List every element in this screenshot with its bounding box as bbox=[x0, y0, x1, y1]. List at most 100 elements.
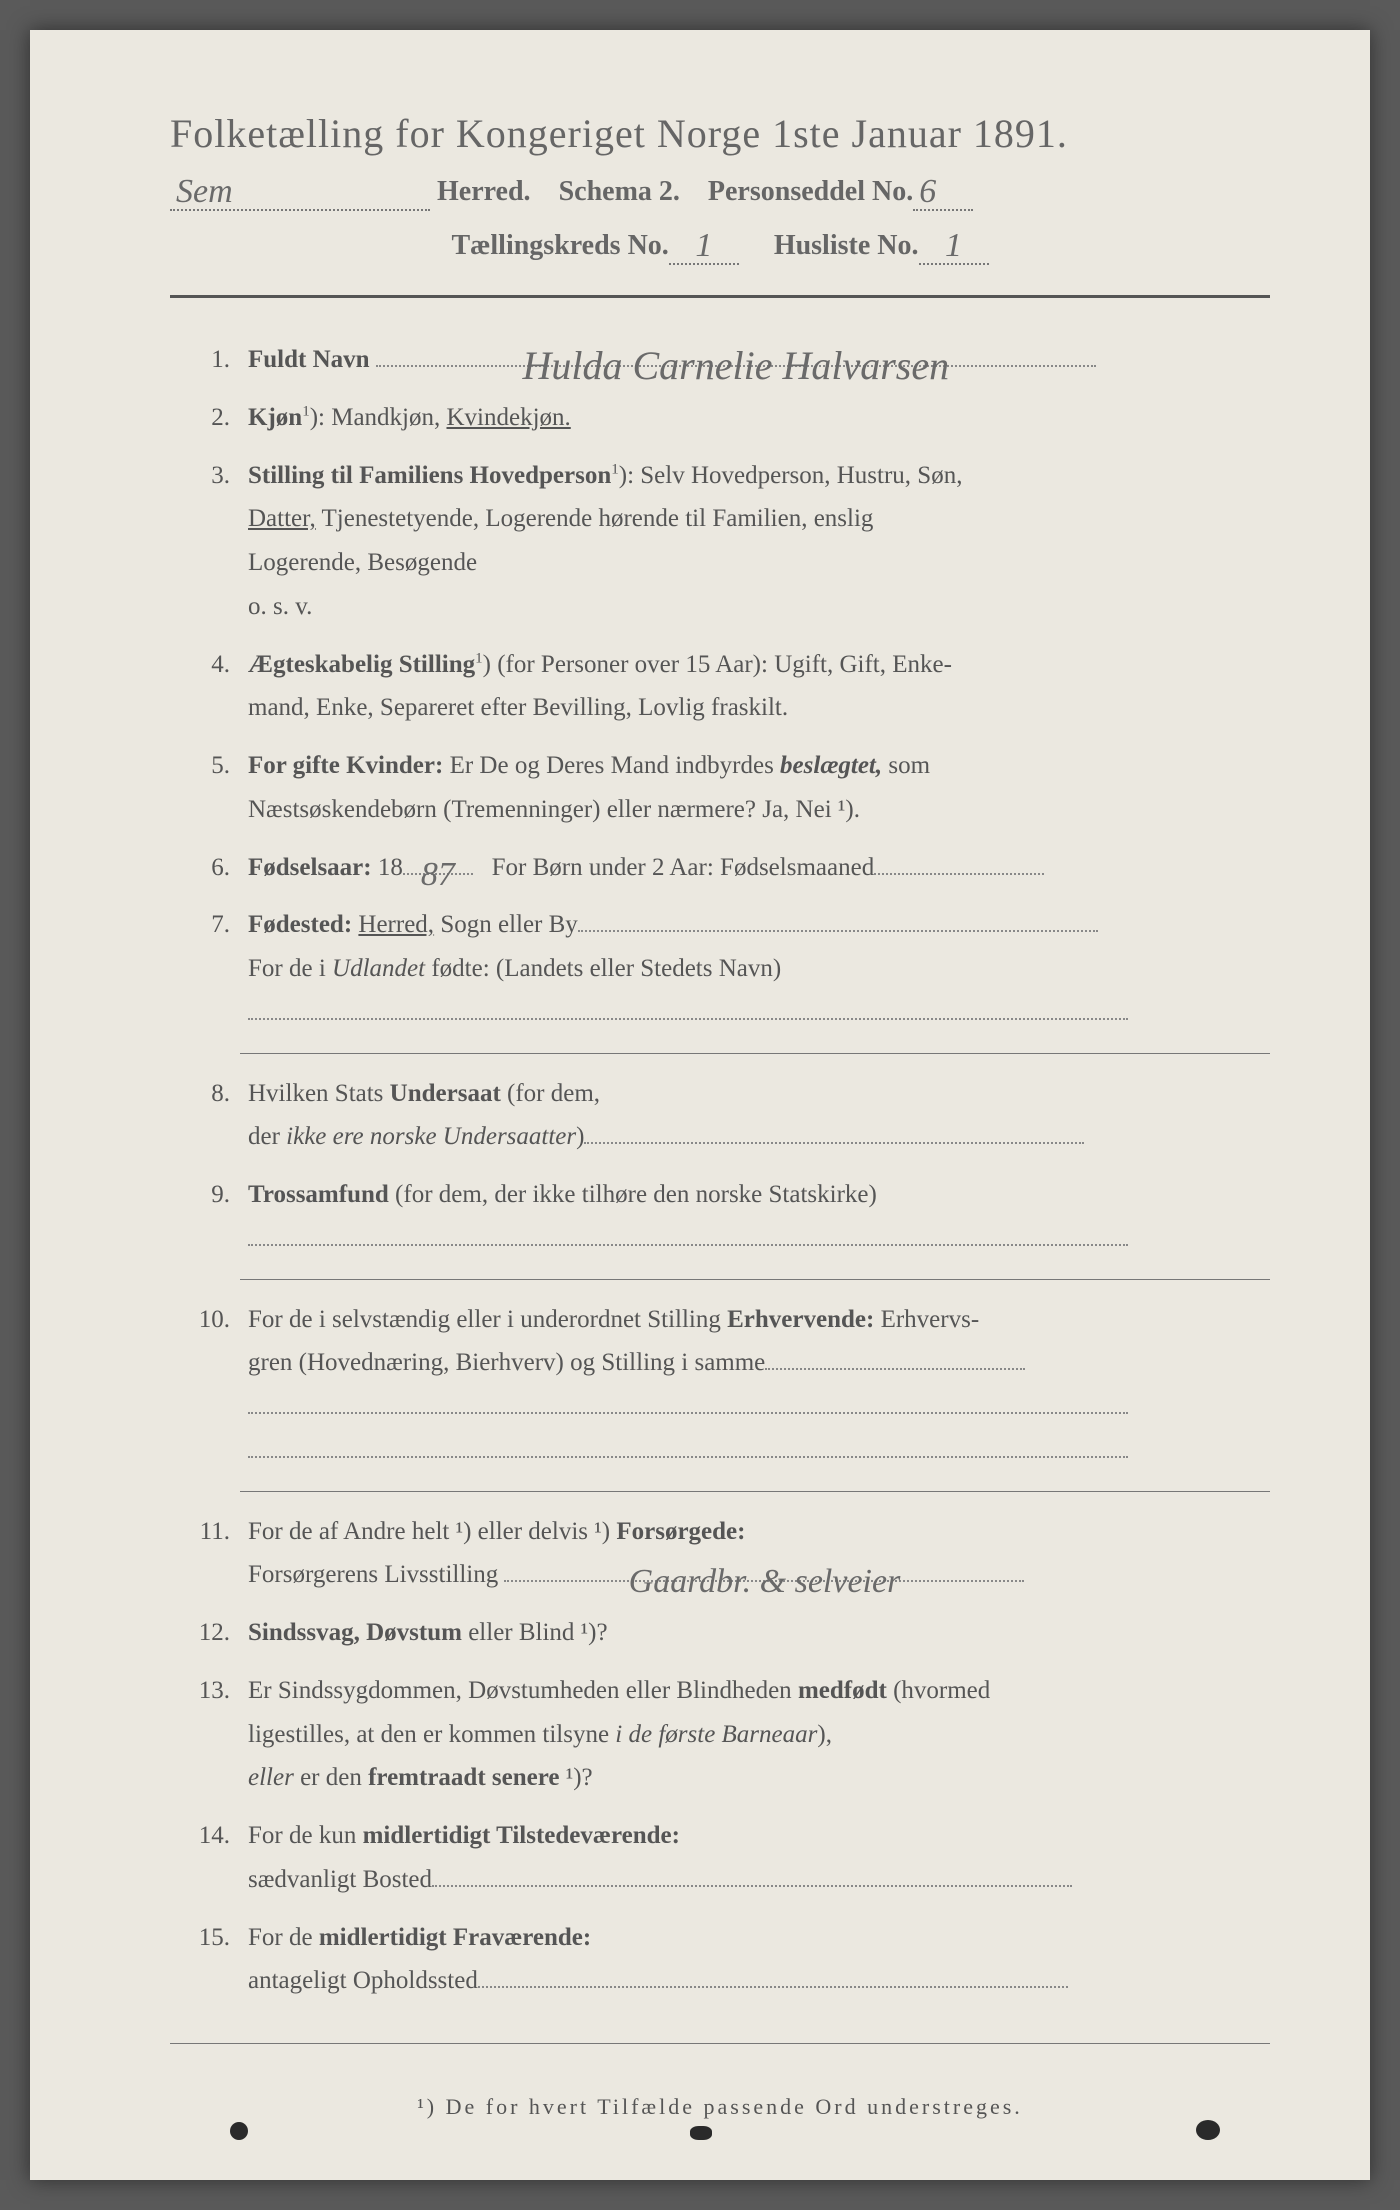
item-10-num: 10. bbox=[170, 1298, 248, 1473]
item-9-num: 9. bbox=[170, 1173, 248, 1261]
item-1-num: 1. bbox=[170, 338, 248, 382]
item-6-yp: 18 bbox=[372, 854, 403, 881]
item-14-l2: sædvanligt Bosted bbox=[248, 1866, 432, 1893]
item-3-a: Stilling til Familiens Hovedperson bbox=[248, 462, 611, 489]
item-5-d: som bbox=[882, 752, 930, 779]
item-9-a: Trossamfund bbox=[248, 1181, 389, 1208]
occupation-field-2 bbox=[248, 1412, 1128, 1414]
provider-field: Gaardbr. & selveier bbox=[504, 1580, 1024, 1582]
name-field: Hulda Carnelie Halvarsen bbox=[376, 365, 1096, 367]
item-2-b: : Mandkjøn, bbox=[318, 404, 446, 431]
item-7-l2b: Udlandet bbox=[332, 955, 425, 982]
item-7-c: Sogn eller By bbox=[434, 911, 578, 938]
item-1: 1. Fuldt Navn Hulda Carnelie Halvarsen bbox=[170, 338, 1270, 382]
item-8: 8. Hvilken Stats Undersaat (for dem, der… bbox=[170, 1072, 1270, 1160]
divider-top bbox=[170, 295, 1270, 298]
herred-label: Herred. bbox=[437, 176, 531, 207]
item-2-num: 2. bbox=[170, 396, 248, 440]
item-4-l2: mand, Enke, Separeret efter Bevilling, L… bbox=[248, 694, 788, 721]
item-15-l2: antageligt Opholdssted bbox=[248, 1967, 478, 1994]
item-5-b: Er De og Deres Mand indbyrdes bbox=[443, 752, 780, 779]
item-8-c: (for dem, bbox=[501, 1080, 600, 1107]
item-14: 14. For de kun midlertidigt Tilstedevære… bbox=[170, 1814, 1270, 1902]
item-13-l3a: eller bbox=[248, 1764, 294, 1791]
punch-hole-icon bbox=[230, 2122, 248, 2140]
year-value: 87 bbox=[415, 845, 461, 905]
item-10-a: For de i selvstændig eller i underordnet… bbox=[248, 1306, 727, 1333]
item-6-num: 6. bbox=[170, 846, 248, 890]
item-7-l2a: For de i bbox=[248, 955, 332, 982]
schema-label: Schema 2. bbox=[559, 176, 680, 207]
divider-9-10 bbox=[240, 1279, 1270, 1280]
provider-value: Gaardbr. & selveier bbox=[623, 1552, 907, 1612]
husliste-value: 1 bbox=[939, 227, 968, 264]
husliste-field: 1 bbox=[919, 225, 989, 265]
item-13-l2a: ligestilles, at den er kommen tilsyne bbox=[248, 1721, 615, 1748]
item-2-c: Kvindekjøn. bbox=[446, 404, 570, 431]
herred-value: Sem bbox=[170, 173, 239, 210]
abroad-field bbox=[248, 1018, 1128, 1020]
item-14-b: midlertidigt Tilstedeværende: bbox=[363, 1822, 680, 1849]
name-value: Hulda Carnelie Halvarsen bbox=[517, 331, 956, 401]
item-5-a: For gifte Kvinder: bbox=[248, 752, 443, 779]
taellingskreds-label: Tællingskreds No. bbox=[451, 230, 668, 261]
taellingskreds-value: 1 bbox=[689, 227, 718, 264]
personseddel-value: 6 bbox=[913, 173, 942, 210]
item-13-l2c: ), bbox=[817, 1721, 832, 1748]
punch-hole-icon bbox=[1196, 2120, 1220, 2140]
item-3-l4: o. s. v. bbox=[248, 593, 312, 620]
item-11-a: For de af Andre helt ¹) eller delvis ¹) bbox=[248, 1518, 616, 1545]
item-7: 7. Fødested: Herred, Sogn eller By For d… bbox=[170, 903, 1270, 1034]
item-12: 12. Sindssvag, Døvstum eller Blind ¹)? bbox=[170, 1611, 1270, 1655]
item-7-l2c: fødte: (Landets eller Stedets Navn) bbox=[425, 955, 781, 982]
item-8-a: Hvilken Stats bbox=[248, 1080, 390, 1107]
month-field bbox=[874, 873, 1044, 875]
item-14-a: For de kun bbox=[248, 1822, 363, 1849]
divider-10-11 bbox=[240, 1491, 1270, 1492]
item-11-num: 11. bbox=[170, 1510, 248, 1598]
item-10-c: Erhvervs- bbox=[874, 1306, 979, 1333]
item-11: 11. For de af Andre helt ¹) eller delvis… bbox=[170, 1510, 1270, 1598]
item-2: 2. Kjøn1): Mandkjøn, Kvindekjøn. bbox=[170, 396, 1270, 440]
punch-hole-icon bbox=[690, 2126, 712, 2140]
divider-bottom bbox=[170, 2043, 1270, 2044]
year-field: 87 bbox=[403, 873, 473, 875]
item-4-num: 4. bbox=[170, 643, 248, 731]
item-7-num: 7. bbox=[170, 903, 248, 1034]
residence-field bbox=[432, 1885, 1072, 1887]
husliste-label: Husliste No. bbox=[774, 230, 919, 261]
item-5-c: beslægtet, bbox=[780, 752, 882, 779]
item-4-b: (for Personer over 15 Aar): Ugift, Gift,… bbox=[491, 651, 952, 678]
item-6-b: For Børn under 2 Aar: Fødselsmaaned bbox=[492, 854, 875, 881]
item-3-l2a: Datter, bbox=[248, 505, 316, 532]
item-5: 5. For gifte Kvinder: Er De og Deres Man… bbox=[170, 744, 1270, 832]
taellingskreds-field: 1 bbox=[669, 225, 739, 265]
divider-7-8 bbox=[240, 1053, 1270, 1054]
item-13-l2b: i de første Barneaar bbox=[615, 1721, 817, 1748]
occupation-field-3 bbox=[248, 1456, 1128, 1458]
item-3-num: 3. bbox=[170, 454, 248, 629]
item-5-l2: Næstsøskendebørn (Tremenninger) eller næ… bbox=[248, 796, 860, 823]
item-6: 6. Fødselsaar: 1887 For Børn under 2 Aar… bbox=[170, 846, 1270, 890]
item-3-l2b: Tjenestetyende, Logerende hørende til Fa… bbox=[316, 505, 874, 532]
item-8-l2a: der bbox=[248, 1123, 286, 1150]
whereabouts-field bbox=[478, 1986, 1068, 1988]
item-3-l3: Logerende, Besøgende bbox=[248, 549, 477, 576]
item-12-a: Sindssvag, Døvstum bbox=[248, 1619, 462, 1646]
item-8-num: 8. bbox=[170, 1072, 248, 1160]
form-title: Folketælling for Kongeriget Norge 1ste J… bbox=[170, 110, 1270, 157]
item-5-num: 5. bbox=[170, 744, 248, 832]
item-12-num: 12. bbox=[170, 1611, 248, 1655]
item-12-b: eller Blind ¹)? bbox=[462, 1619, 608, 1646]
item-8-l2b: ikke ere norske Undersaatter bbox=[286, 1123, 576, 1150]
item-13: 13. Er Sindssygdommen, Døvstumheden elle… bbox=[170, 1669, 1270, 1800]
item-13-l3c: fremtraadt senere bbox=[368, 1764, 559, 1791]
item-13-l3b: er den bbox=[294, 1764, 368, 1791]
item-7-b: Herred, bbox=[358, 911, 434, 938]
census-form-page: Folketælling for Kongeriget Norge 1ste J… bbox=[30, 30, 1370, 2180]
item-8-b: Undersaat bbox=[390, 1080, 501, 1107]
herred-field: Sem bbox=[170, 171, 430, 211]
item-11-b: Forsørgede: bbox=[616, 1518, 745, 1545]
religion-field bbox=[248, 1244, 1128, 1246]
item-9-b: (for dem, der ikke tilhøre den norske St… bbox=[389, 1181, 877, 1208]
